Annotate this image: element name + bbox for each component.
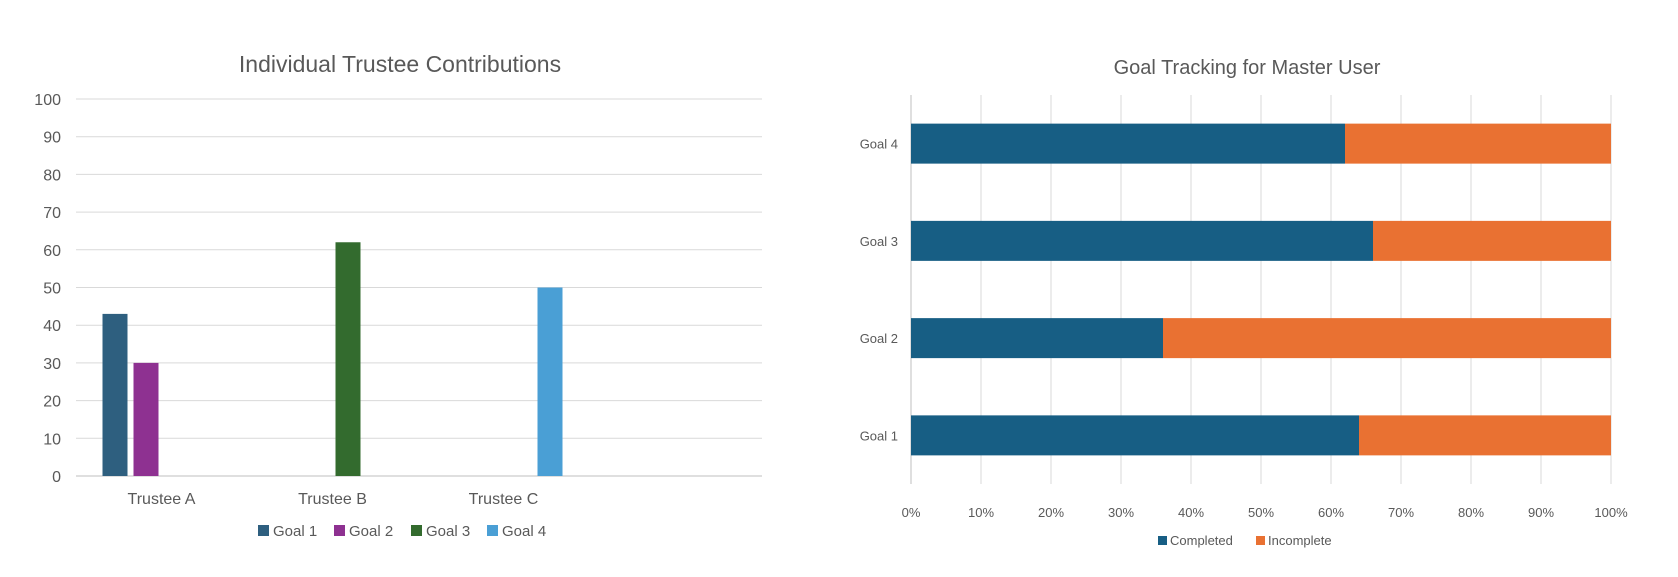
y-tick-label: 20 [43,394,61,411]
bars [102,242,563,476]
bar-completed-goal-1 [911,415,1359,456]
legend: Goal 1 Goal 2 Goal 3 Goal 4 [258,523,546,540]
y-tick-label: 10 [43,431,61,448]
x-tick-label: 90% [1528,505,1554,520]
y-tick-label: Goal 2 [860,331,898,346]
y-tick-label: 70 [43,205,61,222]
legend-swatch [258,525,269,536]
bar-incomplete-goal-2 [1163,318,1611,359]
y-tick-label: 60 [43,243,61,260]
trustee-contributions-chart: Individual Trustee Contributions 0 10 20 30… [34,51,762,540]
y-tick-label: 50 [43,281,61,298]
y-tick-labels: 0 10 20 30 40 50 60 70 80 90 100 [34,92,61,486]
bar-incomplete-goal-4 [1345,123,1611,164]
x-tick-label: Trustee B [298,491,367,508]
stacked-bars [911,123,1611,456]
legend-label: Goal 1 [273,523,317,540]
y-gridlines [76,98,762,477]
x-tick-labels: 0% 10% 20% 30% 40% 50% 60% 70% 80% 90% 100% [902,505,1628,520]
legend-label: Goal 4 [502,523,546,540]
legend-label: Completed [1170,533,1233,548]
legend-swatch [1256,536,1265,545]
x-tick-label: Trustee C [469,491,539,508]
legend: Completed Incomplete [1158,533,1332,548]
y-tick-label: Goal 4 [860,137,898,152]
bar-completed-goal-3 [911,220,1373,261]
x-tick-label: 40% [1178,505,1204,520]
y-tick-label: 100 [34,92,61,109]
bar-goal-3-trustee-b [335,242,361,476]
bar-goal-1-trustee-a [102,313,128,476]
x-tick-label: 80% [1458,505,1484,520]
legend-label: Incomplete [1268,533,1332,548]
x-tick-label: 20% [1038,505,1064,520]
x-tick-label: 10% [968,505,994,520]
x-tick-label: 60% [1318,505,1344,520]
x-tick-label: Trustee A [128,491,196,508]
y-tick-label: 30 [43,356,61,373]
x-tick-labels: Trustee A Trustee B Trustee C [128,491,539,508]
legend-swatch [1158,536,1167,545]
x-tick-label: 70% [1388,505,1414,520]
y-tick-labels: Goal 1 Goal 2 Goal 3 Goal 4 [860,137,898,444]
bar-incomplete-goal-1 [1359,415,1611,456]
y-tick-label: Goal 1 [860,428,898,443]
goal-tracking-chart: Goal Tracking for Master User 0% 10% 20% 30… [860,57,1628,548]
x-tick-label: 0% [902,505,921,520]
y-tick-label: 80 [43,167,61,184]
bar-goal-2-trustee-a [133,362,159,476]
y-tick-label: 40 [43,318,61,335]
legend-swatch [334,525,345,536]
legend-swatch [487,525,498,536]
bar-completed-goal-4 [911,123,1345,164]
x-tick-label: 50% [1248,505,1274,520]
y-tick-label: 90 [43,130,61,147]
legend-swatch [411,525,422,536]
y-tick-label: 0 [52,469,61,486]
bar-incomplete-goal-3 [1373,220,1611,261]
x-tick-label: 30% [1108,505,1134,520]
bar-goal-4-trustee-c [537,287,563,476]
x-tick-label: 100% [1594,505,1628,520]
chart-title: Individual Trustee Contributions [239,51,561,77]
bar-completed-goal-2 [911,318,1163,359]
chart-title: Goal Tracking for Master User [1114,57,1381,79]
y-tick-label: Goal 3 [860,234,898,249]
legend-label: Goal 3 [426,523,470,540]
legend-label: Goal 2 [349,523,393,540]
